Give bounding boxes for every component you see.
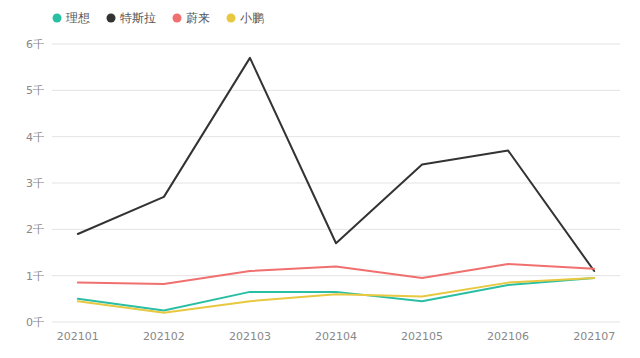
legend-label: 特斯拉: [120, 11, 156, 25]
legend-marker: [173, 14, 182, 23]
grid-line: [52, 322, 620, 323]
grid-line: [52, 44, 620, 45]
x-tick-label: 202102: [143, 330, 185, 343]
grid-line: [52, 275, 620, 276]
lines: [78, 58, 594, 313]
legend-item: 蔚来: [173, 11, 211, 25]
y-tick-label: 1千: [26, 270, 44, 283]
y-tick-label: 5千: [26, 84, 44, 97]
series-line: [78, 278, 594, 313]
y-tick-label: 0千: [26, 316, 44, 329]
legend-marker: [53, 14, 62, 23]
x-tick-label: 202107: [573, 330, 615, 343]
series-line: [78, 58, 594, 271]
y-tick-label: 2千: [26, 223, 44, 236]
chart-container: 0千1千2千3千4千5千6千20210120210220210320210420…: [0, 0, 640, 358]
legend: 理想 特斯拉 蔚来 小鹏: [53, 11, 265, 25]
legend-item: 小鹏: [227, 11, 265, 25]
y-tick-label: 4千: [26, 131, 44, 144]
y-axis: 0千 1千 2千 3千 4千 5千 6千: [26, 38, 620, 329]
grid-line: [52, 183, 620, 184]
legend-item: 理想: [53, 11, 91, 25]
grid-line: [52, 136, 620, 137]
x-axis: 202101 202102 202103 202104 202105 202106 2021…: [57, 330, 615, 343]
x-tick-label: 202103: [229, 330, 271, 343]
legend-marker: [227, 14, 236, 23]
legend-marker: [107, 14, 116, 23]
x-tick-label: 202104: [315, 330, 357, 343]
x-tick-label: 202101: [57, 330, 99, 343]
y-tick-label: 3千: [26, 177, 44, 190]
grid-line: [52, 229, 620, 230]
y-tick-label: 6千: [26, 38, 44, 51]
legend-label: 蔚来: [186, 11, 210, 25]
series-line: [78, 264, 594, 284]
legend-label: 小鹏: [240, 11, 264, 25]
x-tick-label: 202105: [401, 330, 443, 343]
chart-svg: 0千1千2千3千4千5千6千20210120210220210320210420…: [0, 0, 640, 358]
grid-line: [52, 90, 620, 91]
legend-label: 理想: [66, 11, 90, 25]
x-tick-label: 202106: [487, 330, 529, 343]
legend-item: 特斯拉: [107, 11, 157, 25]
